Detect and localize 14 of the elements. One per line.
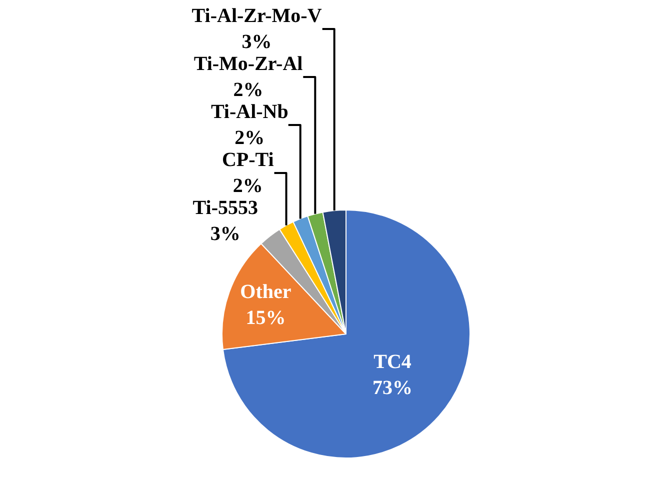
- slice-label: Ti-Al-Nb: [210, 101, 288, 124]
- slice-label: Other: [240, 281, 292, 304]
- slice-label: Ti-5553: [192, 197, 258, 220]
- slice-label: Ti-Mo-Zr-Al: [194, 53, 304, 76]
- data-label: 3%: [242, 31, 272, 54]
- slice-label: Ti-Al-Zr-Mo-V: [192, 5, 322, 28]
- slice-label: TC4: [374, 351, 412, 373]
- data-label: 2%: [234, 127, 265, 150]
- slice-label: CP-Ti: [222, 149, 274, 172]
- data-label: 15%: [246, 307, 286, 330]
- data-label: 2%: [232, 175, 263, 198]
- data-label: 73%: [372, 377, 413, 399]
- data-label: 3%: [210, 223, 240, 246]
- data-label: 2%: [233, 79, 264, 102]
